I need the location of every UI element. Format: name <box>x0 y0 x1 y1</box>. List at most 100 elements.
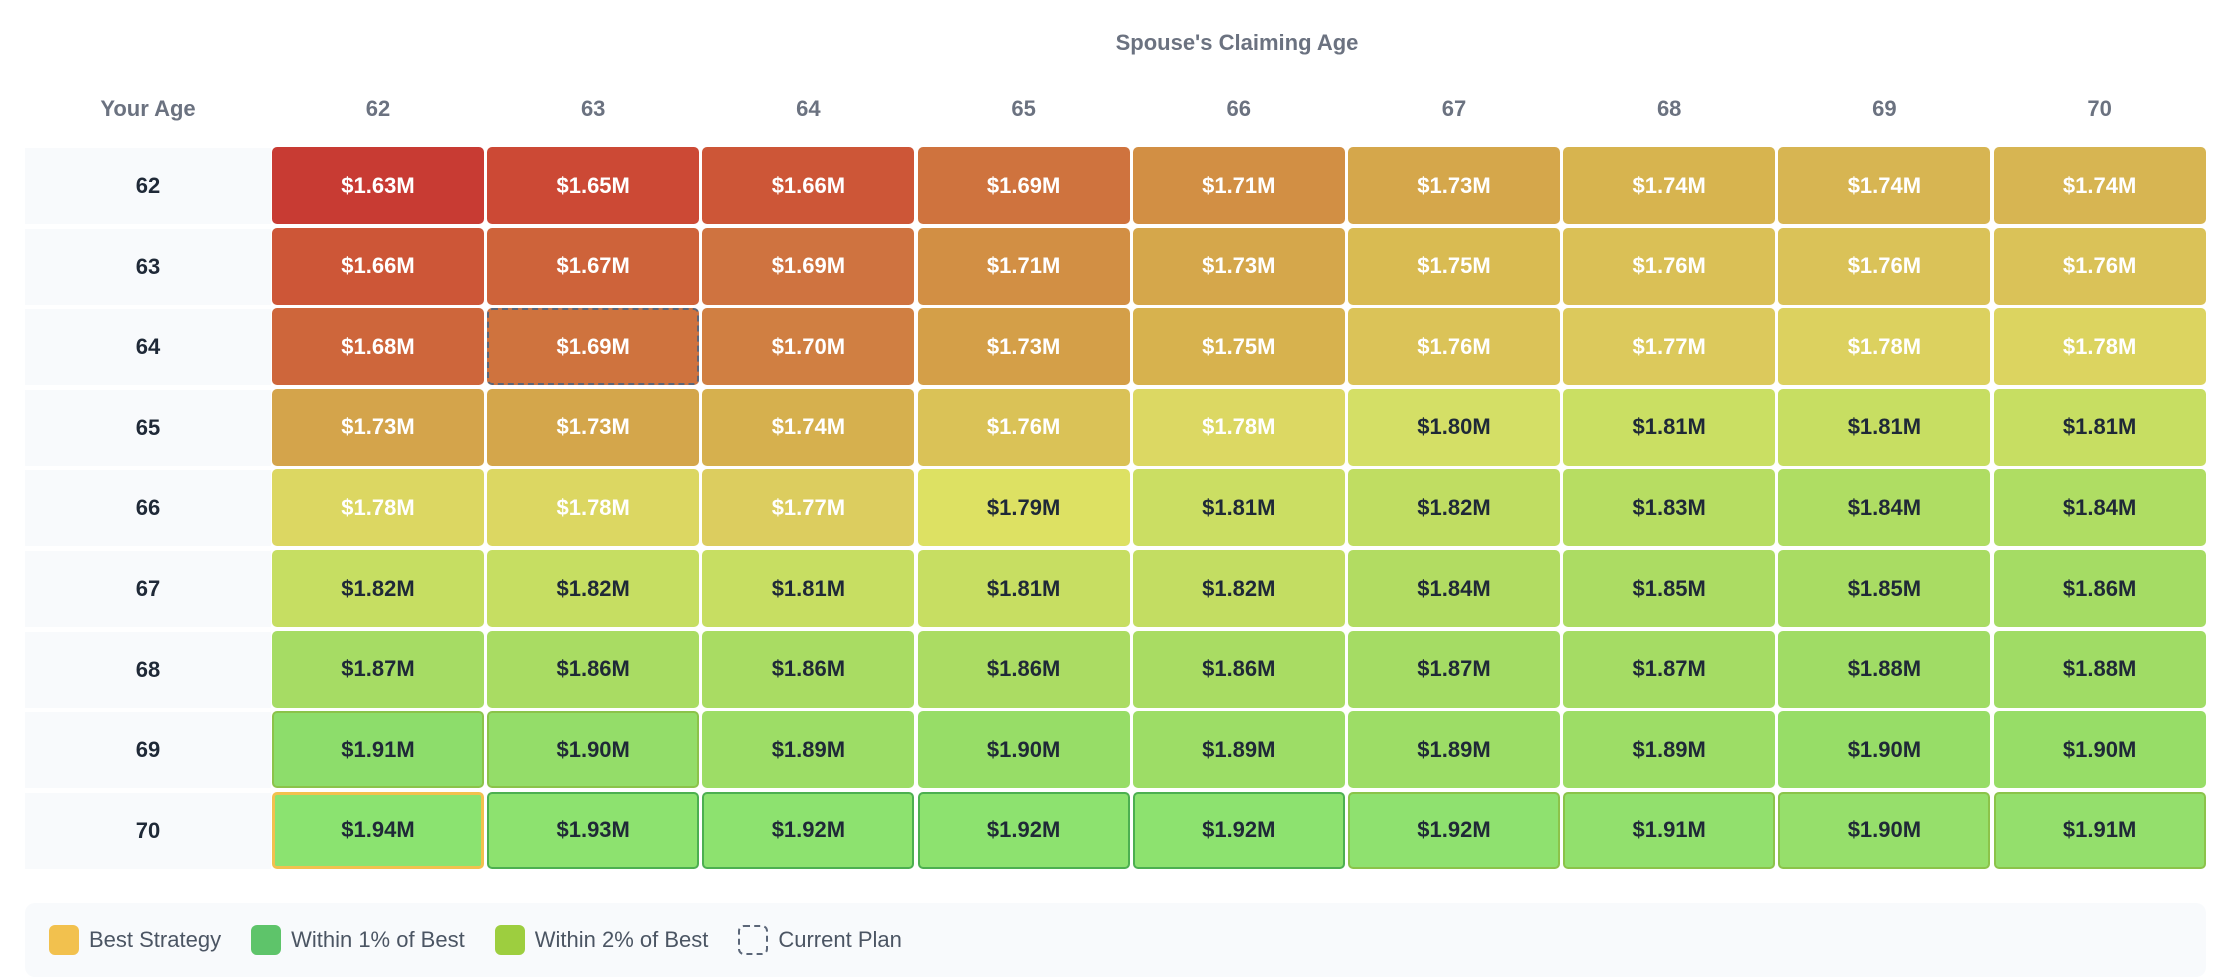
heatmap-cell[interactable]: $1.74M <box>702 388 915 466</box>
heatmap-cell[interactable]: $1.73M <box>487 388 700 466</box>
heatmap-cell[interactable]: $1.78M <box>272 469 484 547</box>
heatmap-cell[interactable]: $1.75M <box>1132 308 1345 386</box>
column-header: 62 <box>365 96 391 121</box>
heatmap-cell[interactable]: $1.77M <box>702 469 915 547</box>
heatmap-cell[interactable]: $1.76M <box>1993 227 2206 305</box>
heatmap-cell[interactable]: $1.71M <box>1132 147 1345 224</box>
heatmap-cell[interactable]: $1.77M <box>1563 308 1776 386</box>
heatmap-cell[interactable]: $1.82M <box>487 550 700 627</box>
heatmap-cell[interactable]: $1.86M <box>1993 550 2206 627</box>
heatmap-cell[interactable]: $1.86M <box>487 630 700 708</box>
row-header: 70 <box>25 791 271 869</box>
heatmap-cell[interactable]: $1.67M <box>487 227 700 305</box>
heatmap-cell[interactable]: $1.93M <box>487 791 700 869</box>
heatmap-cell[interactable]: $1.90M <box>1778 711 1991 789</box>
heatmap-cell[interactable]: $1.73M <box>917 308 1130 386</box>
heatmap-cell[interactable]: $1.69M <box>487 308 700 386</box>
heatmap-cell[interactable]: $1.89M <box>1132 711 1345 789</box>
heatmap-cell[interactable]: $1.92M <box>1132 791 1345 869</box>
column-header: 68 <box>1656 96 1682 121</box>
heatmap-cell[interactable]: $1.82M <box>1132 550 1345 627</box>
heatmap-cell[interactable]: $1.92M <box>702 791 915 869</box>
heatmap-cell[interactable]: $1.81M <box>1563 388 1776 466</box>
heatmap-cell[interactable]: $1.90M <box>1778 791 1991 869</box>
heatmap-cell[interactable]: $1.89M <box>1348 711 1560 789</box>
heatmap-cell[interactable]: $1.78M <box>1132 388 1345 466</box>
heatmap-cell[interactable]: $1.74M <box>1778 147 1991 224</box>
heatmap-cell[interactable]: $1.91M <box>1993 791 2206 869</box>
heatmap-cell[interactable]: $1.89M <box>1563 711 1776 789</box>
row-header: 68 <box>25 630 271 708</box>
current-plan-swatch <box>738 925 769 955</box>
heatmap-cell[interactable]: $1.82M <box>272 550 484 627</box>
column-header: 66 <box>1226 96 1252 121</box>
heatmap-cell[interactable]: $1.88M <box>1993 630 2206 708</box>
heatmap-cell[interactable]: $1.82M <box>1348 469 1560 547</box>
heatmap-cell[interactable]: $1.69M <box>917 147 1130 224</box>
heatmap-cell[interactable]: $1.90M <box>917 711 1130 789</box>
heatmap-cell[interactable]: $1.63M <box>272 147 484 224</box>
legend-item-best: Best Strategy <box>49 925 221 955</box>
column-axis-title: Spouse's Claiming Age <box>1115 30 1359 55</box>
heatmap-cell[interactable]: $1.91M <box>1563 791 1776 869</box>
heatmap-cell[interactable]: $1.65M <box>487 147 700 224</box>
legend-label: Within 2% of Best <box>534 927 709 952</box>
heatmap-cell[interactable]: $1.80M <box>1348 388 1560 466</box>
heatmap-cell[interactable]: $1.79M <box>917 469 1130 547</box>
heatmap-cell[interactable]: $1.87M <box>1348 630 1560 708</box>
heatmap-cell[interactable]: $1.81M <box>917 550 1130 627</box>
column-header: 65 <box>1011 96 1036 121</box>
heatmap-cell[interactable]: $1.86M <box>1132 630 1345 708</box>
heatmap-cell[interactable]: $1.81M <box>1993 388 2206 466</box>
heatmap-cell[interactable]: $1.90M <box>1993 711 2206 789</box>
heatmap-cell[interactable]: $1.70M <box>702 308 915 386</box>
heatmap-cell[interactable]: $1.75M <box>1348 227 1560 305</box>
heatmap-cell[interactable]: $1.76M <box>917 388 1130 466</box>
heatmap-cell[interactable]: $1.88M <box>1778 630 1991 708</box>
heatmap-cell[interactable]: $1.69M <box>702 227 915 305</box>
heatmap-cell[interactable]: $1.74M <box>1993 147 2206 224</box>
heatmap-cell[interactable]: $1.92M <box>1348 791 1560 869</box>
row-header: 64 <box>25 308 271 386</box>
heatmap-cell[interactable]: $1.73M <box>272 388 484 466</box>
column-header: 69 <box>1872 96 1897 121</box>
heatmap-cell[interactable]: $1.71M <box>917 227 1130 305</box>
heatmap-cell[interactable]: $1.87M <box>1563 630 1776 708</box>
heatmap-cell[interactable]: $1.89M <box>702 711 915 789</box>
heatmap-cell[interactable]: $1.76M <box>1348 308 1560 386</box>
heatmap-cell[interactable]: $1.86M <box>702 630 915 708</box>
heatmap-cell[interactable]: $1.86M <box>917 630 1130 708</box>
heatmap-cell[interactable]: $1.78M <box>1778 308 1991 386</box>
heatmap-cell[interactable]: $1.66M <box>272 227 484 305</box>
heatmap-cell[interactable]: $1.74M <box>1563 147 1776 224</box>
within-1-percent-swatch <box>251 925 282 955</box>
heatmap-cell[interactable]: $1.85M <box>1563 550 1776 627</box>
heatmap-cell[interactable]: $1.78M <box>1993 308 2206 386</box>
heatmap-cell[interactable]: $1.87M <box>272 630 484 708</box>
column-header: 67 <box>1441 96 1467 121</box>
heatmap-cell[interactable]: $1.66M <box>702 147 915 224</box>
heatmap-cell[interactable]: $1.90M <box>487 711 700 789</box>
heatmap-cell[interactable]: $1.91M <box>272 711 484 789</box>
heatmap-cell[interactable]: $1.76M <box>1563 227 1776 305</box>
heatmap-cell[interactable]: $1.81M <box>1132 469 1345 547</box>
heatmap-cell[interactable]: $1.73M <box>1348 147 1560 224</box>
within-2-percent-swatch <box>494 925 525 955</box>
legend-item-within-1: Within 1% of Best <box>251 925 465 955</box>
heatmap-cell[interactable]: $1.83M <box>1563 469 1776 547</box>
heatmap-cell[interactable]: $1.94M <box>272 791 484 869</box>
heatmap-cell[interactable]: $1.81M <box>1778 388 1991 466</box>
heatmap-cell[interactable]: $1.68M <box>272 308 484 386</box>
heatmap-cell[interactable]: $1.76M <box>1778 227 1991 305</box>
heatmap-cell[interactable]: $1.81M <box>702 550 915 627</box>
column-header: 70 <box>2087 96 2112 121</box>
row-header: 63 <box>25 227 271 305</box>
column-header: 63 <box>580 96 606 121</box>
heatmap-cell[interactable]: $1.84M <box>1993 469 2206 547</box>
heatmap-cell[interactable]: $1.73M <box>1132 227 1345 305</box>
heatmap-cell[interactable]: $1.78M <box>487 469 700 547</box>
heatmap-cell[interactable]: $1.92M <box>917 791 1130 869</box>
heatmap-cell[interactable]: $1.85M <box>1778 550 1991 627</box>
heatmap-cell[interactable]: $1.84M <box>1778 469 1991 547</box>
heatmap-cell[interactable]: $1.84M <box>1348 550 1560 627</box>
